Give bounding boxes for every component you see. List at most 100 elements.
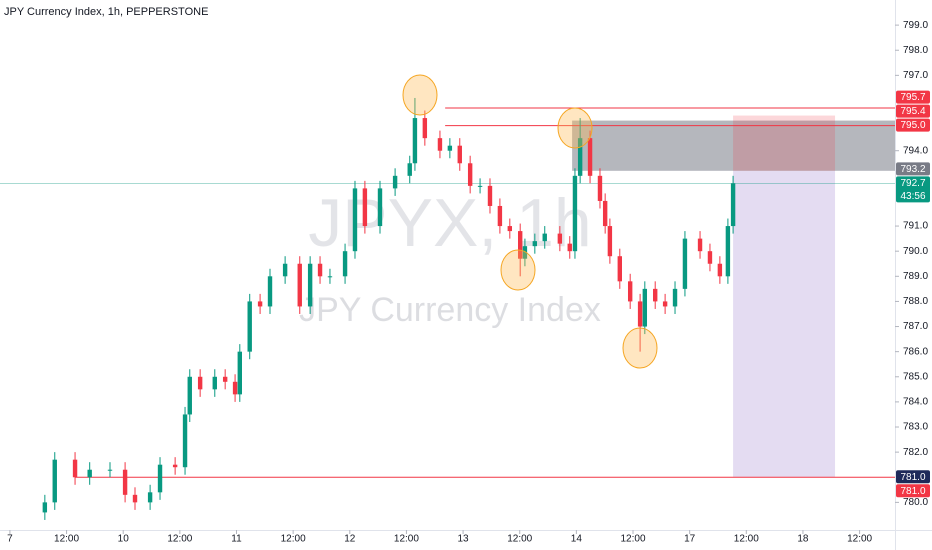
candle-body (197, 376, 203, 390)
candle-body (532, 241, 538, 247)
chart-title: JPY Currency Index, 1h, PEPPERSTONE (4, 6, 208, 18)
candle-body (662, 301, 668, 307)
price-label: 781.0 (900, 472, 925, 483)
candle-body (682, 238, 688, 289)
candle-body (157, 464, 163, 493)
watermark: JPYX, 1h (308, 185, 592, 261)
price-label-box (896, 104, 930, 118)
candle-body (487, 185, 493, 206)
y-tick-label: 794.0 (903, 145, 928, 156)
x-tick-label: 12:00 (734, 534, 759, 545)
candle-body (507, 226, 513, 232)
price-label-box (896, 470, 930, 484)
candle-body (717, 263, 723, 277)
price-label: 781.0 (900, 486, 925, 497)
x-tick-label: 12:00 (394, 534, 419, 545)
countdown: 43:56 (900, 191, 925, 202)
price-label-box (896, 484, 930, 498)
x-tick-label: 7 (7, 534, 13, 545)
candle-body (52, 459, 57, 503)
candle-body (377, 188, 383, 227)
candle-body (597, 175, 603, 201)
candle-body (457, 145, 462, 164)
candle-body (542, 233, 547, 242)
candle-body (707, 251, 713, 264)
candle-body (567, 243, 572, 252)
y-tick-label: 791.0 (903, 221, 928, 232)
price-label-box (896, 176, 930, 203)
y-tick-label: 780.0 (903, 497, 928, 508)
y-tick-label: 789.0 (903, 271, 928, 282)
candle-body (297, 263, 302, 307)
candle-body (517, 231, 523, 259)
candle-body (342, 251, 348, 277)
candle-body (730, 183, 736, 227)
x-tick-label: 12:00 (167, 534, 192, 545)
y-tick-label: 790.0 (903, 246, 928, 257)
candle-body (72, 459, 78, 478)
candle-body (307, 263, 313, 307)
x-tick-label: 12:00 (620, 534, 645, 545)
candle-body (672, 288, 678, 307)
candle-body (247, 301, 252, 352)
zone (572, 120, 895, 171)
candle-body (282, 263, 288, 277)
candle-body (327, 276, 333, 278)
candle-body (653, 288, 658, 302)
candle-body (352, 188, 358, 252)
candle-body (392, 175, 398, 189)
x-tick-label: 18 (797, 534, 809, 545)
candle-body (637, 301, 643, 327)
zone (733, 115, 836, 171)
candle-body (602, 200, 608, 227)
x-tick-label: 12:00 (847, 534, 872, 545)
x-tick-label: 14 (571, 534, 583, 545)
y-tick-label: 782.0 (903, 447, 928, 458)
candle-body (212, 376, 217, 390)
price-label: 795.4 (900, 106, 925, 117)
x-tick-label: 12 (344, 534, 356, 545)
candle-body (577, 138, 583, 176)
highlight-circle (557, 107, 593, 149)
candle-body (522, 246, 528, 259)
candle-body (572, 175, 578, 252)
candle-body (697, 238, 703, 252)
x-tick-label: 10 (118, 534, 130, 545)
y-tick-label: 799.0 (903, 20, 928, 31)
candle-body (87, 469, 92, 478)
highlight-circle (402, 74, 438, 116)
y-tick-label: 783.0 (903, 422, 928, 433)
candle-body (42, 502, 48, 513)
candle-body (132, 494, 138, 503)
candle-body (725, 226, 731, 277)
candle-body (607, 226, 613, 257)
watermark-subtitle: JPY Currency Index (299, 291, 601, 329)
candle-body (447, 145, 453, 151)
candle-body (317, 263, 323, 277)
candle-body (172, 464, 178, 468)
y-tick-label: 797.0 (903, 70, 928, 81)
x-tick-label: 12:00 (281, 534, 306, 545)
candle-body (437, 138, 443, 151)
x-tick-label: 12:00 (507, 534, 532, 545)
x-tick-label: 12:00 (54, 534, 79, 545)
candle-body (107, 469, 113, 471)
y-tick-label: 785.0 (903, 371, 928, 382)
price-label-box (896, 162, 930, 176)
candle-body (412, 118, 418, 164)
candle-body (422, 118, 428, 139)
candle-body (267, 276, 273, 307)
price-label-box (896, 118, 930, 132)
candle-body (557, 233, 563, 244)
price-label: 795.7 (900, 92, 925, 103)
y-tick-label: 787.0 (903, 321, 928, 332)
y-tick-label: 784.0 (903, 397, 928, 408)
price-label: 793.2 (900, 164, 925, 175)
x-tick-label: 17 (684, 534, 696, 545)
candle-body (237, 351, 242, 395)
candle-body (122, 469, 128, 495)
candle-body (627, 281, 633, 302)
candle-body (147, 492, 153, 503)
